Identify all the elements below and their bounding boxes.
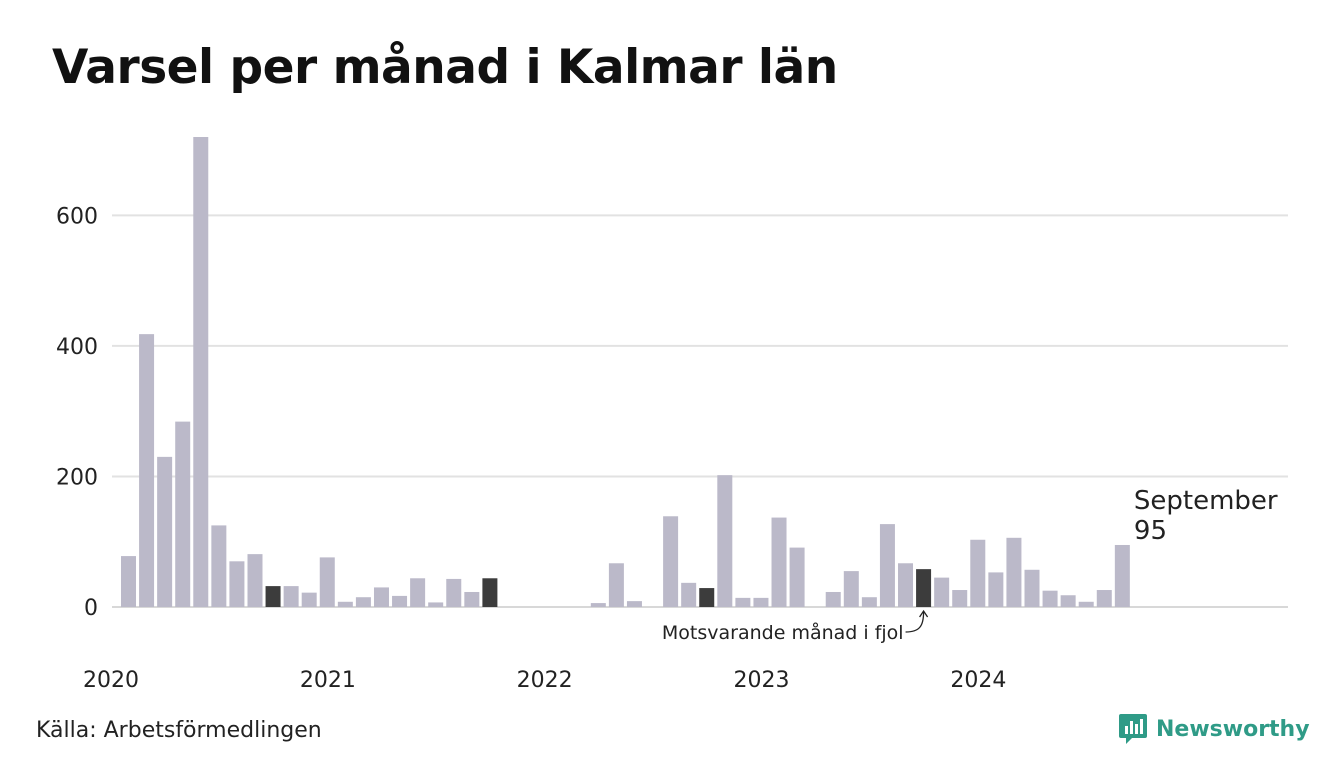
bar <box>247 554 263 607</box>
brand-name: Newsworthy <box>1156 716 1310 742</box>
current-month-value: 95 <box>1134 516 1167 546</box>
current-month-label: September <box>1134 486 1278 516</box>
bar <box>898 563 914 607</box>
bars <box>121 137 1130 607</box>
bar <box>789 547 805 607</box>
bar <box>337 601 353 607</box>
bar <box>843 571 859 607</box>
bar <box>1096 590 1112 607</box>
x-tick-label: 2020 <box>83 668 139 693</box>
chart-title: Varsel per månad i Kalmar län <box>52 40 838 95</box>
newsworthy-logo-icon <box>1119 714 1147 744</box>
bar <box>392 595 408 607</box>
x-tick-label: 2023 <box>734 668 790 693</box>
bar <box>211 525 227 607</box>
bar <box>193 137 209 607</box>
bar <box>681 582 697 607</box>
y-tick-label: 0 <box>84 596 98 621</box>
bar <box>355 597 371 607</box>
bar-chart: 0 200 400 600 2020 2021 2022 2023 2024 Septembe… <box>56 137 1288 693</box>
bar <box>879 524 895 607</box>
y-tick-label: 400 <box>56 335 98 360</box>
bar <box>428 602 444 607</box>
bar <box>717 475 733 607</box>
bar-same-month-previous-year <box>265 586 281 607</box>
x-axis-ticks: 2020 2021 2022 2023 2024 <box>83 668 1006 693</box>
brand-logo: Newsworthy <box>1118 712 1310 746</box>
bar <box>229 561 245 607</box>
y-tick-label: 200 <box>56 465 98 490</box>
bar <box>283 586 299 607</box>
bar <box>121 556 136 607</box>
annotation-label: Motsvarande månad i fjol <box>662 621 904 644</box>
bar <box>319 557 335 607</box>
bar <box>608 563 624 607</box>
bar <box>446 578 462 607</box>
bar <box>1042 590 1058 607</box>
bar <box>970 539 986 607</box>
bar <box>1060 595 1076 607</box>
bar <box>1078 601 1094 607</box>
bar <box>139 334 155 607</box>
x-tick-label: 2024 <box>950 668 1006 693</box>
bar <box>861 597 877 607</box>
bar <box>626 601 642 607</box>
bar <box>301 592 317 607</box>
bar <box>753 597 769 607</box>
bar <box>1114 544 1130 607</box>
bar <box>175 421 191 607</box>
bar <box>157 456 173 607</box>
bar-same-month-previous-year <box>699 588 715 607</box>
bar <box>464 591 480 607</box>
x-tick-label: 2021 <box>300 668 356 693</box>
source-note: Källa: Arbetsförmedlingen <box>36 718 322 743</box>
annotation-arrow <box>905 611 925 633</box>
bar <box>410 578 426 607</box>
gridlines <box>112 214 1288 608</box>
bar <box>825 591 841 607</box>
y-axis-ticks: 0 200 400 600 <box>56 204 98 621</box>
bar <box>663 516 679 607</box>
bar <box>988 572 1004 607</box>
bar <box>1006 537 1022 607</box>
bar-same-month-previous-year <box>916 569 932 607</box>
bar <box>771 517 787 607</box>
bar <box>590 603 606 607</box>
bar <box>952 590 968 607</box>
bar <box>373 587 389 607</box>
x-tick-label: 2022 <box>517 668 573 693</box>
bar-same-month-previous-year <box>482 578 498 607</box>
bar <box>1024 569 1040 607</box>
y-tick-label: 600 <box>56 204 98 229</box>
bar <box>934 577 950 607</box>
annotation-arrowhead <box>919 609 929 618</box>
bar <box>735 597 751 607</box>
